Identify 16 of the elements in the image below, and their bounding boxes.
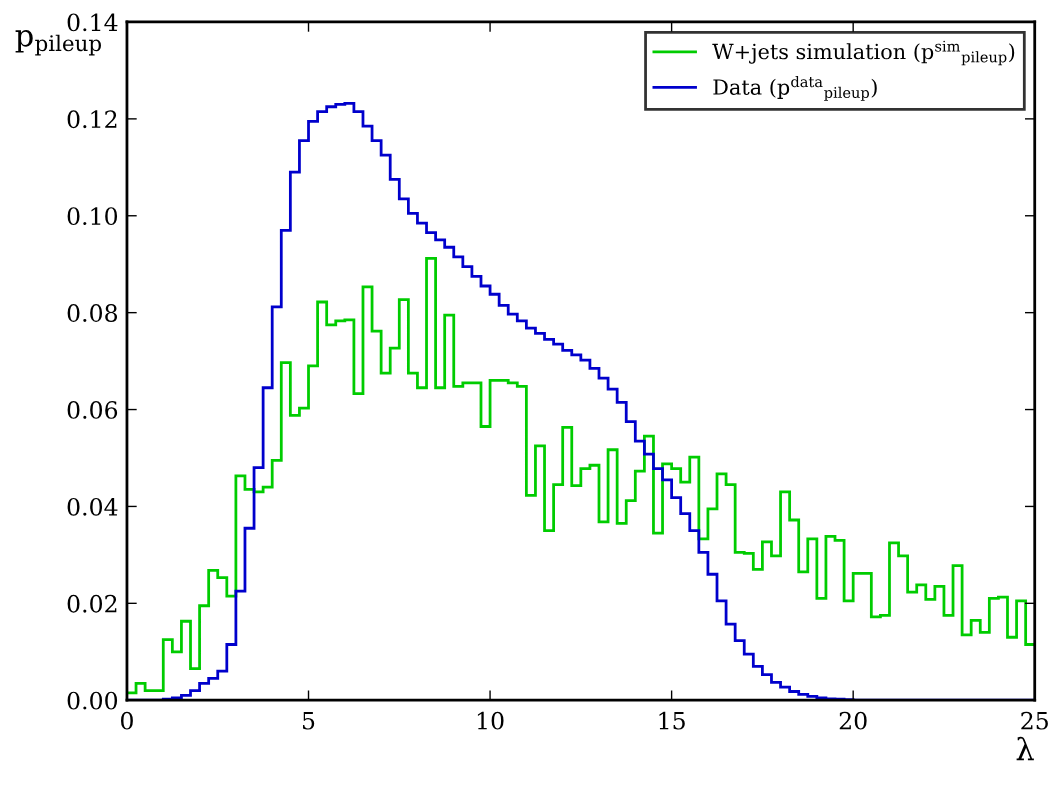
x-tick-label: 5 [303, 712, 315, 730]
x-tick-label: 25 [1021, 711, 1048, 730]
y-tick-label: 0.00 [67, 691, 118, 710]
legend-label: W+jets simulation (p$^{sim}$$_{pileup}$) [712, 40, 1015, 66]
x-tick-label: 10 [477, 711, 504, 730]
x-axis-title: λ [1016, 736, 1034, 761]
y-tick-label: 0.08 [67, 304, 118, 322]
y-tick-label: 0.02 [67, 594, 117, 613]
legend-label: Data (p$^{data}$$_{pileup}$) [713, 75, 877, 101]
x-tick-label: 15 [659, 711, 685, 730]
y-tick-label: 0.12 [67, 110, 117, 129]
y-tick-label: 0.04 [67, 497, 118, 516]
x-tick-label: 20 [839, 711, 867, 730]
y-tick-label: 0.06 [67, 400, 118, 419]
x-tick-label: 0 [121, 711, 133, 730]
y-tick-label: 0.10 [67, 207, 118, 226]
